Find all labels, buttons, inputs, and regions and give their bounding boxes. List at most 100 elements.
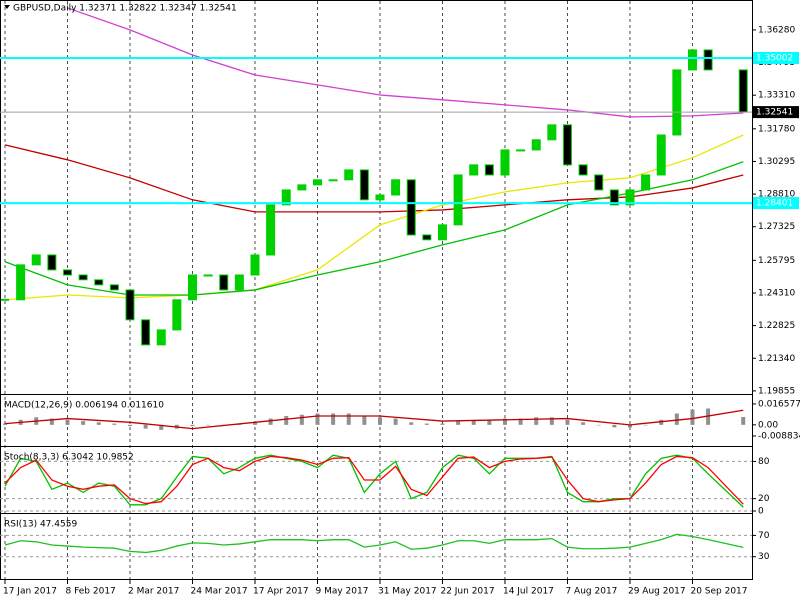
candle [94,279,104,286]
macd-bar [65,419,70,425]
pane-title: GBPUSD,Daily 1.32371 1.32822 1.32347 1.3… [13,4,237,14]
candle [516,149,526,152]
macd-bar [346,413,351,425]
candle [609,189,619,206]
candle [312,179,322,186]
candle [16,264,26,301]
candle [531,139,541,151]
candle [469,164,479,176]
price-level-box [753,52,799,65]
candle [578,164,588,176]
macd-bar [127,424,132,427]
macd-bar [627,424,632,428]
candle [328,179,338,182]
macd-bar [206,424,211,426]
y-tick-label: 1.36280 [758,25,795,35]
candle [266,204,276,256]
x-tick-label: 17 Apr 2017 [253,587,309,597]
candle [297,184,307,191]
macd-bar [565,419,570,425]
macd-bar [612,424,617,428]
macd-bar [502,418,507,425]
macd-bar [252,422,257,425]
macd-bar [315,413,320,425]
price-level-label: 1.35002 [756,54,793,64]
y-tick-label: 1.19855 [758,386,795,396]
macd-bar [487,419,492,425]
candle [109,284,119,291]
candle [141,319,151,346]
candle [738,69,748,113]
macd-bar [706,408,711,425]
macd-bar [643,424,648,426]
price-level-box [753,106,799,119]
candle [453,174,463,226]
candle [187,274,197,301]
candle [422,234,432,241]
macd-bar [331,413,336,425]
y-tick-label: 0.016577 [758,399,800,409]
collapse-icon [4,5,10,9]
y-tick-label: 1.31780 [758,124,795,134]
macd-bar [299,414,304,425]
macd-bar [159,424,164,430]
candle [562,124,572,166]
candle [62,269,72,276]
candle [47,254,57,271]
plot-frame [0,0,753,580]
x-tick-label: 7 Aug 2017 [565,587,617,597]
macd-bar [143,424,148,429]
candle [172,299,182,331]
macd-bar [409,422,414,425]
macd-bar [534,417,539,425]
candle [375,194,385,201]
x-tick-label: 20 Sep 2017 [690,587,747,597]
price-level-label: 1.28401 [756,199,793,209]
candle [125,289,135,321]
candle [672,69,682,136]
macd-bar [268,418,273,425]
candle [219,274,229,291]
pane-title: Stoch(8,3,3) 6.3042 10.9852 [4,453,134,463]
y-tick-label: 80 [758,457,770,467]
pane-title: RSI(13) 47.4559 [4,520,77,530]
candle [406,179,416,236]
y-tick-label: 1.25795 [758,256,795,266]
x-tick-label: 24 Mar 2017 [190,587,247,597]
price-level-box [753,197,799,210]
y-tick-label: 70 [758,531,770,541]
y-tick-label: 1.24310 [758,288,795,298]
price-level-label: 1.32541 [756,108,793,118]
x-tick-label: 9 May 2017 [315,587,368,597]
macd-bar [362,416,367,425]
indicator-line [4,455,744,505]
candle [203,274,213,277]
macd-bar [2,423,7,425]
y-tick-label: -0.008834 [758,431,800,441]
x-tick-label: 14 Jul 2017 [503,587,554,597]
macd-bar [424,423,429,425]
x-tick-label: 17 Jan 2017 [3,587,57,597]
candle [594,174,604,191]
x-tick-label: 22 Jun 2017 [440,587,494,597]
x-tick-label: 31 May 2017 [378,587,437,597]
candle [484,164,494,176]
y-tick-label: 1.21340 [758,354,795,364]
indicator-line [4,533,744,554]
candle [391,179,401,196]
macd-bar [96,422,101,425]
y-tick-label: 30 [758,552,770,562]
candle [250,254,260,276]
macd-bar [393,418,398,425]
macd-bar [674,413,679,425]
candle [359,169,369,201]
macd-bar [741,417,746,425]
indicator-line [67,7,744,118]
macd-bar [471,419,476,425]
candle [31,254,41,266]
y-tick-label: 0.00 [758,420,778,430]
macd-bar [581,422,586,425]
macd-bar [440,423,445,425]
candle [344,169,354,181]
